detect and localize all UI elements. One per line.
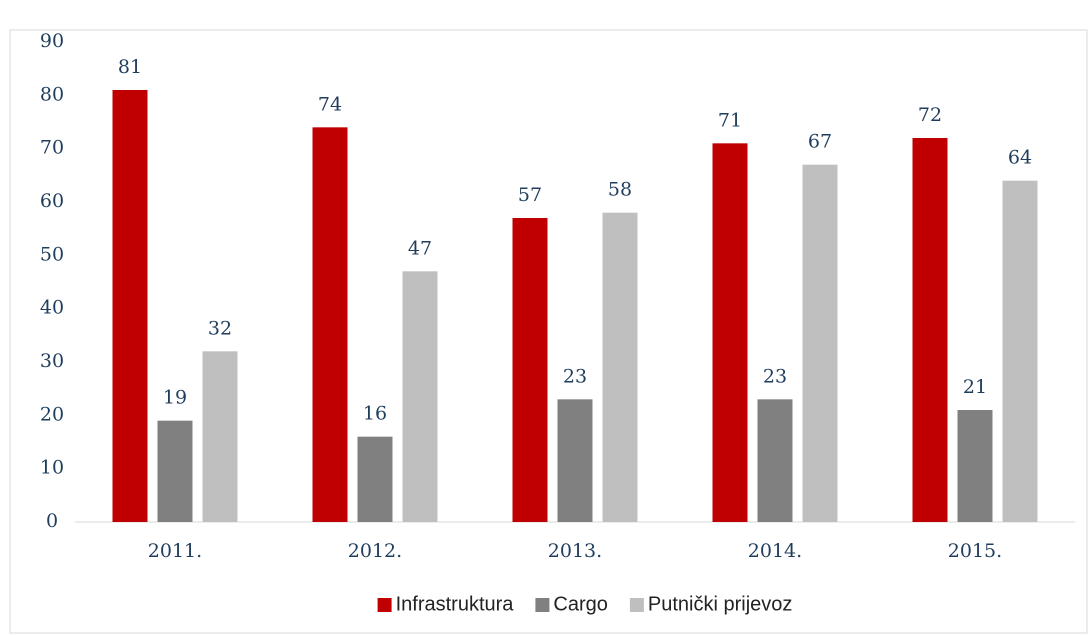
bar <box>312 127 348 522</box>
y-tick-label: 70 <box>40 137 64 159</box>
value-label: 64 <box>1008 147 1032 169</box>
legend-swatch <box>377 598 392 612</box>
value-label: 72 <box>918 104 942 126</box>
legend-swatch <box>629 598 644 612</box>
chart-frame <box>9 29 1088 634</box>
legend-label: Putnički prijevoz <box>648 593 793 615</box>
y-tick-label: 80 <box>40 83 64 105</box>
x-tick-label: 2013. <box>548 540 602 562</box>
bar <box>112 90 148 522</box>
legend-label: Infrastruktura <box>396 593 515 615</box>
legend: Infrastruktura Cargo Putnički prijevoz <box>377 593 793 615</box>
y-tick-label: 90 <box>40 30 64 52</box>
value-label: 81 <box>118 56 142 78</box>
value-label: 19 <box>163 387 187 409</box>
x-tick-label: 2012. <box>348 540 402 562</box>
value-label: 71 <box>718 109 742 131</box>
legend-label: Cargo <box>553 593 607 615</box>
bar <box>957 410 993 522</box>
y-tick-label: 50 <box>40 243 64 265</box>
legend-swatch <box>535 598 550 612</box>
bar <box>402 271 438 522</box>
y-tick-label: 0 <box>46 510 58 532</box>
bar <box>157 420 193 522</box>
bar <box>802 164 838 522</box>
value-label: 23 <box>763 365 787 387</box>
bar <box>357 436 393 522</box>
bar <box>512 218 548 522</box>
x-tick-label: 2014. <box>748 540 802 562</box>
value-label: 23 <box>563 365 587 387</box>
y-tick-label: 60 <box>40 190 64 212</box>
bar <box>202 351 238 522</box>
value-label: 47 <box>408 237 432 259</box>
value-label: 67 <box>808 131 832 153</box>
y-tick-label: 40 <box>40 297 64 319</box>
value-label: 16 <box>363 403 387 425</box>
x-tick-label: 2011. <box>148 540 202 562</box>
bar <box>712 143 748 523</box>
value-label: 74 <box>318 93 342 115</box>
value-label: 57 <box>518 184 542 206</box>
bar <box>757 399 793 522</box>
bar <box>602 212 638 522</box>
value-label: 21 <box>963 376 987 398</box>
bar <box>557 399 593 522</box>
x-tick-label: 2015. <box>948 540 1002 562</box>
y-tick-label: 30 <box>40 350 64 372</box>
bar <box>1002 180 1038 522</box>
value-label: 58 <box>608 179 632 201</box>
y-tick-label: 10 <box>40 457 64 479</box>
y-tick-label: 20 <box>40 403 64 425</box>
value-label: 32 <box>208 317 232 339</box>
bar <box>912 138 948 522</box>
